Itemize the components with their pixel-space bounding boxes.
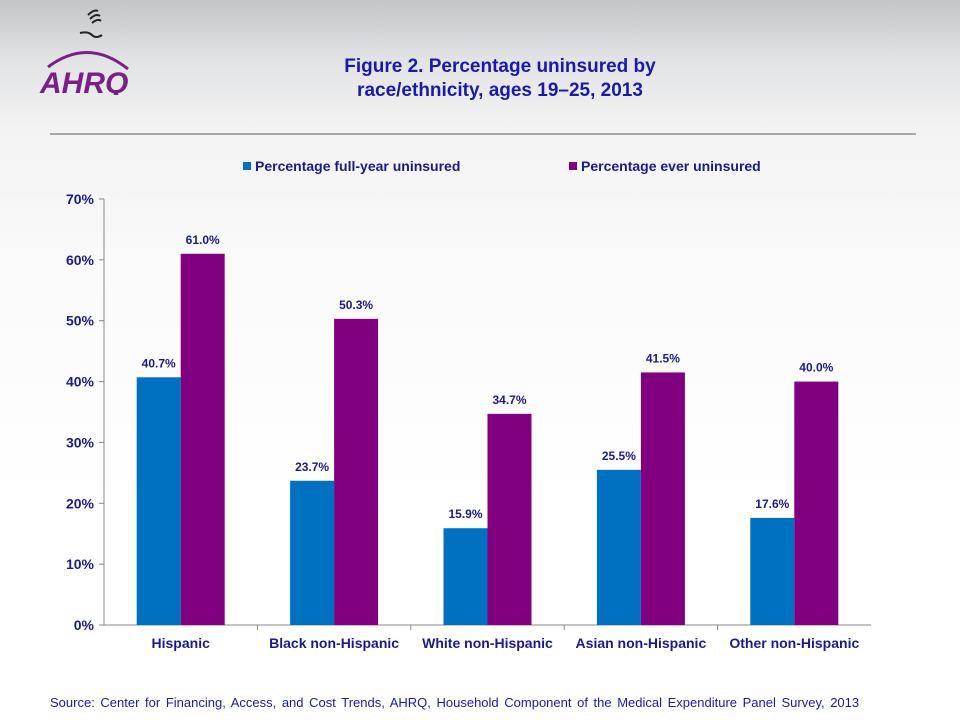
data-label: 50.3%: [339, 298, 373, 312]
source-note: Source: Center for Financing, Access, an…: [50, 695, 860, 710]
chart-title: Figure 2. Percentage uninsured by race/et…: [280, 55, 720, 103]
data-label: 34.7%: [492, 393, 526, 407]
bar: [640, 372, 685, 625]
ahrq-logo: AHRQ: [39, 9, 129, 95]
data-label: 15.9%: [448, 507, 482, 521]
legend-label: Percentage full-year uninsured: [255, 158, 461, 174]
x-tick-label: Black non-Hispanic: [269, 635, 399, 651]
legend-swatch: [243, 162, 251, 170]
legend-item-ever: Percentage ever uninsured: [569, 158, 761, 174]
data-label: 41.5%: [646, 351, 680, 365]
data-label: 23.7%: [295, 460, 329, 474]
data-label: 40.0%: [799, 361, 833, 375]
title-line-2: race/ethnicity, ages 19–25, 2013: [357, 80, 643, 101]
x-tick-label: Hispanic: [152, 635, 211, 651]
legend-label: Percentage ever uninsured: [581, 158, 761, 174]
y-tick-label: 0%: [74, 617, 95, 633]
bar-chart: 0% 10% 20% 30% 40% 50% 60% 70% Hispanic 40.7% 61.0…: [66, 191, 871, 651]
bar: [180, 253, 225, 625]
title-line-1: Figure 2. Percentage uninsured by: [344, 56, 656, 77]
bar: [750, 517, 795, 625]
data-label: 25.5%: [602, 449, 636, 463]
y-tick-label: 60%: [66, 252, 95, 268]
data-label: 61.0%: [186, 233, 220, 247]
y-tick-label: 20%: [66, 495, 95, 511]
data-label: 40.7%: [142, 356, 176, 370]
x-tick-label: Asian non-Hispanic: [576, 635, 707, 651]
legend-swatch: [569, 162, 577, 170]
y-tick-label: 10%: [66, 556, 95, 572]
bar: [136, 377, 181, 625]
bar: [794, 381, 839, 625]
x-tick-label: Other non-Hispanic: [729, 635, 859, 651]
y-tick-label: 40%: [66, 374, 95, 390]
y-tick-label: 70%: [66, 191, 95, 207]
svg-text:AHRQ: AHRQ: [39, 67, 128, 95]
y-tick-label: 30%: [66, 434, 95, 450]
bar: [487, 413, 532, 625]
bar: [334, 318, 379, 625]
bar: [443, 528, 488, 625]
divider: [50, 133, 916, 135]
bar: [596, 469, 641, 625]
bar: [290, 480, 335, 625]
data-label: 17.6%: [755, 497, 789, 511]
legend-item-full-year: Percentage full-year uninsured: [243, 158, 460, 174]
y-tick-label: 50%: [66, 313, 95, 329]
x-tick-label: White non-Hispanic: [422, 635, 553, 651]
